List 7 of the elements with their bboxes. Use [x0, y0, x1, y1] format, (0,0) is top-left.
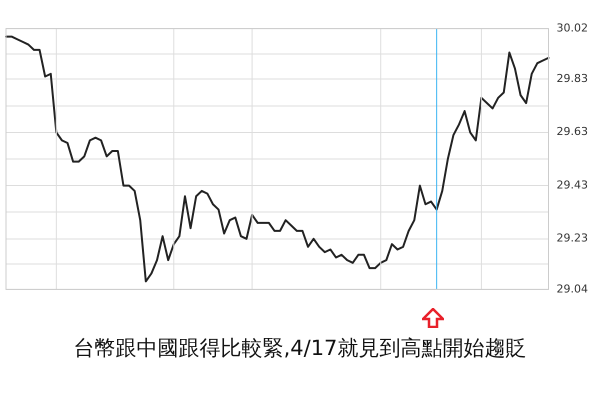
y-tick-label: 29.04	[556, 282, 588, 296]
y-tick-label: 29.83	[556, 72, 588, 86]
text: 台幣跟中國跟得比較緊,4/17就見到高點開始趨貶	[72, 335, 528, 362]
y-tick-label: 29.63	[556, 125, 588, 138]
y-tick-label: 30.02	[556, 21, 588, 34]
y-tick-label: 29.43	[556, 178, 588, 192]
y-tick-label: 29.23	[556, 232, 588, 245]
